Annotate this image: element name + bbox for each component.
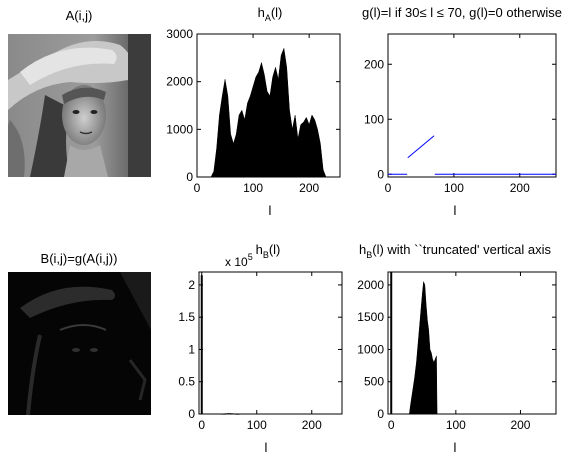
bar <box>232 413 237 415</box>
y-tick-label: 1 <box>188 342 195 356</box>
axes-box <box>387 33 557 178</box>
x-tick-label: 200 <box>510 418 530 432</box>
bar <box>200 275 203 414</box>
chart-g-xlabel: l <box>454 203 457 218</box>
x-tick-label: 100 <box>243 181 263 195</box>
x-tick-label: 100 <box>446 418 466 432</box>
axes-box <box>198 271 343 415</box>
y-tick-label: 2 <box>188 278 195 292</box>
chart-g-title: g(l)=l if 30≤ l ≤ 70, g(l)=0 otherwise <box>362 5 562 20</box>
x-tick-label: 200 <box>299 181 319 195</box>
chart-b-y-multiplier: x 105 <box>225 252 253 269</box>
spike-bar <box>390 272 393 414</box>
axes-box <box>387 271 557 415</box>
line-segment <box>407 135 435 159</box>
x-tick-label: 0 <box>198 418 205 432</box>
histogram-area <box>409 281 438 415</box>
y-tick-label: 0 <box>377 167 384 181</box>
y-tick-label: 0 <box>377 407 384 421</box>
image-title-a: A(i,j) <box>66 8 93 23</box>
y-tick-label: 3000 <box>166 27 193 41</box>
y-tick-label: 1000 <box>166 122 193 136</box>
x-tick-label: 0 <box>194 181 201 195</box>
y-tick-label: 2000 <box>357 278 384 292</box>
chart-a-xlabel: l <box>269 203 272 218</box>
image-b-photo <box>8 272 151 416</box>
y-tick-label: 500 <box>364 375 384 389</box>
chart-a-title: hA(l) <box>258 5 283 23</box>
x-tick-label: 100 <box>444 181 464 195</box>
chart-b-title: hB(l) <box>256 242 281 260</box>
y-tick-label: 0 <box>188 407 195 421</box>
bar <box>224 413 229 415</box>
y-tick-label: 0 <box>186 170 193 184</box>
x-tick-label: 0 <box>385 181 392 195</box>
x-tick-label: 0 <box>388 418 395 432</box>
y-tick-label: 100 <box>364 112 384 126</box>
chart-b-xlabel: l <box>265 440 268 455</box>
chart-b-trunc-title: hB(l) with ``truncated' vertical axis <box>359 242 552 260</box>
y-tick-label: 200 <box>364 57 384 71</box>
chart-mapping-g: 0 100 200 0 100 200 <box>364 33 557 195</box>
y-tick-label: 1500 <box>357 310 384 324</box>
bar <box>221 413 226 415</box>
y-tick-label: 1000 <box>357 342 384 356</box>
bar <box>230 413 234 415</box>
y-tick-label: 2000 <box>166 75 193 89</box>
image-a-photo <box>8 34 151 177</box>
y-tick-label: 1.5 <box>178 310 195 324</box>
chart-histogram-b: 0 100 200 0 0.5 1 1.5 2 <box>178 271 343 432</box>
bar <box>235 413 240 415</box>
x-tick-label: 200 <box>302 418 322 432</box>
image-title-b: B(i,j)=g(A(i,j)) <box>41 251 118 266</box>
x-tick-label: 200 <box>510 181 530 195</box>
bar <box>227 413 232 415</box>
histogram-area <box>210 47 327 178</box>
x-tick-label: 100 <box>247 418 267 432</box>
chart-b-trunc-xlabel: l <box>454 440 457 455</box>
y-tick-label: 0.5 <box>178 375 195 389</box>
